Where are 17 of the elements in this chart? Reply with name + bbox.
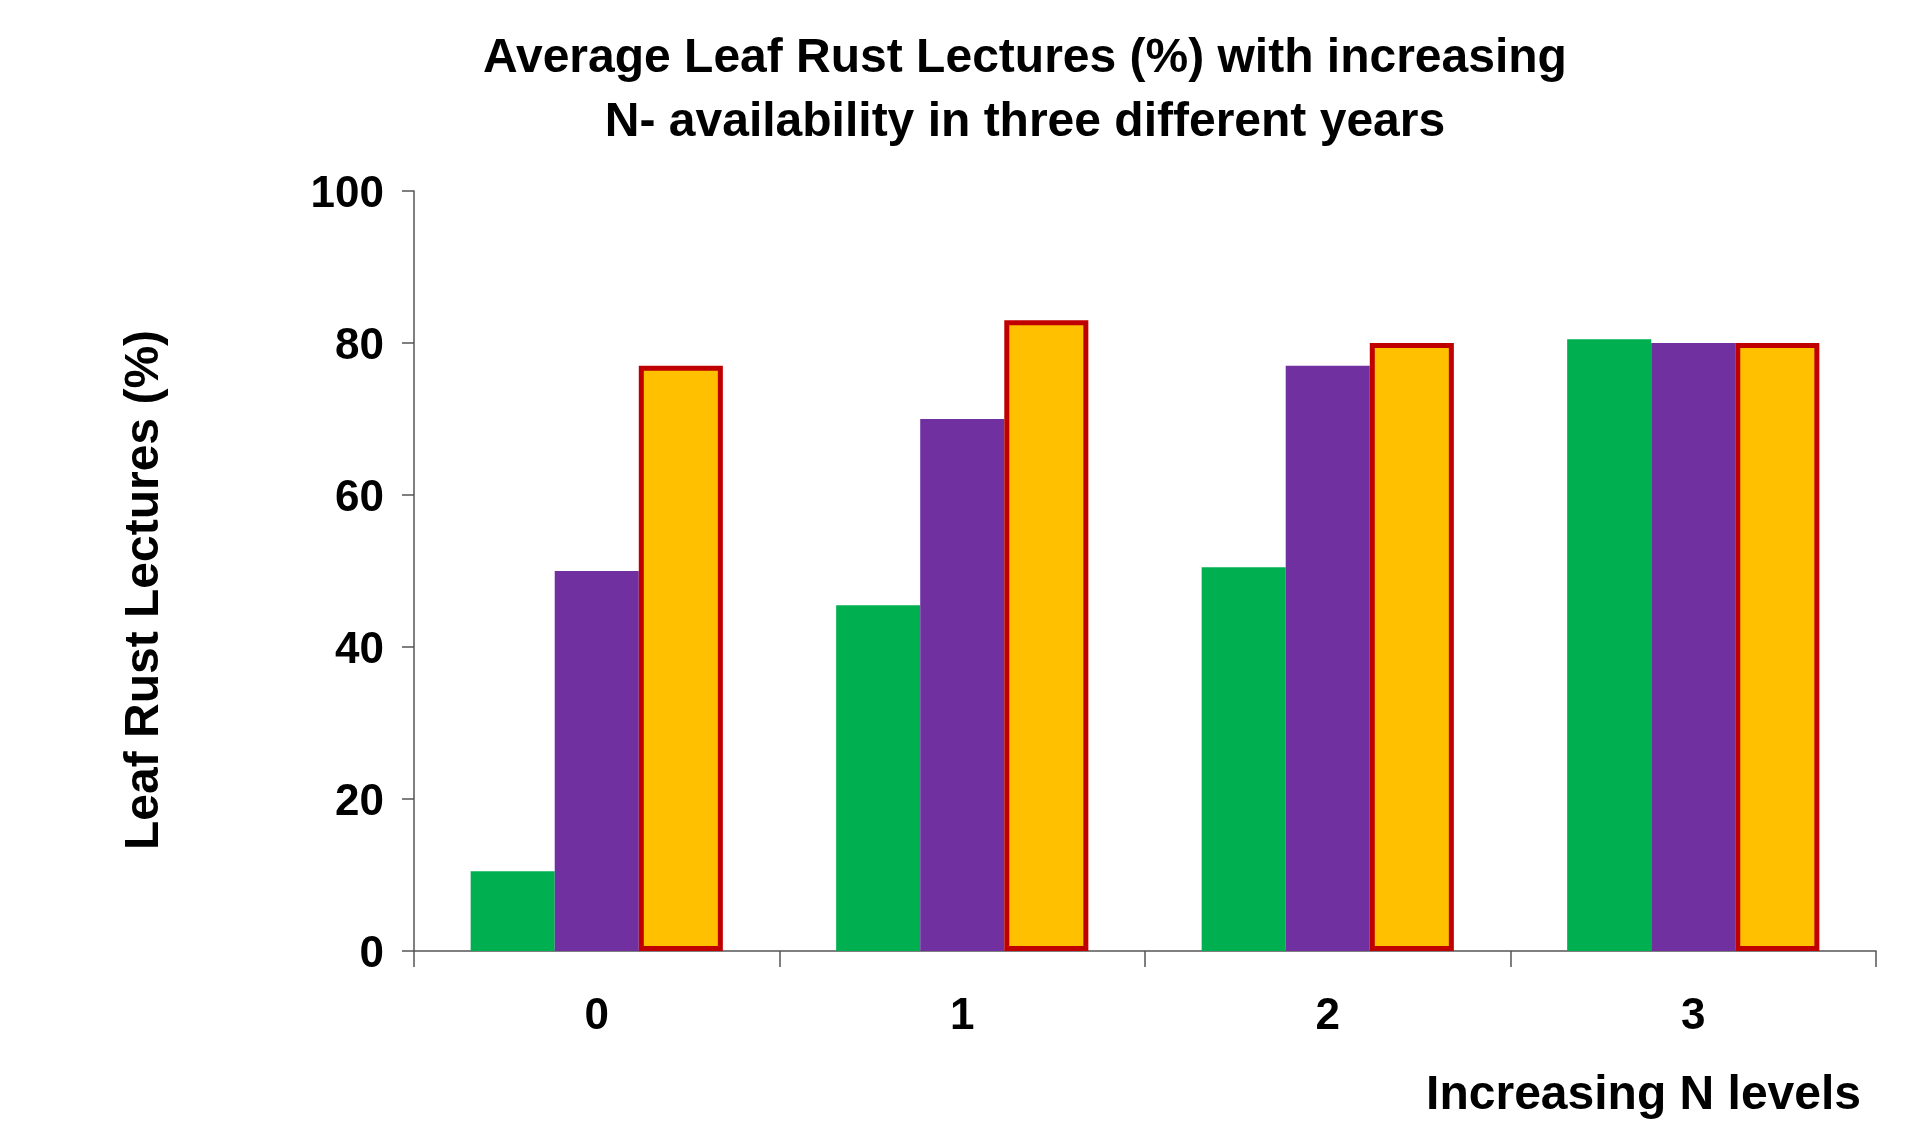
bar [1201,567,1286,951]
x-tick-label: 1 [950,988,975,1038]
y-tick-label: 100 [310,166,384,216]
y-tick-label: 40 [335,622,384,672]
x-axis-title: Increasing N levels [1426,1065,1862,1119]
y-axis-title: Leaf Rust Lectures (%) [114,329,168,851]
bar [1567,339,1652,951]
bar [470,871,555,951]
y-tick-label: 20 [335,774,384,824]
x-tick-label: 0 [584,988,609,1038]
bar [836,605,921,951]
chart-title: Average Leaf Rust Lectures (%) with increasing N- availability in three different years [483,28,1567,146]
y-tick-label: 80 [335,318,384,368]
y-tick-label: 60 [335,470,384,520]
x-tick-label: 3 [1681,988,1706,1038]
y-tick-label: 0 [359,926,384,976]
x-tick-label: 2 [1315,988,1340,1038]
